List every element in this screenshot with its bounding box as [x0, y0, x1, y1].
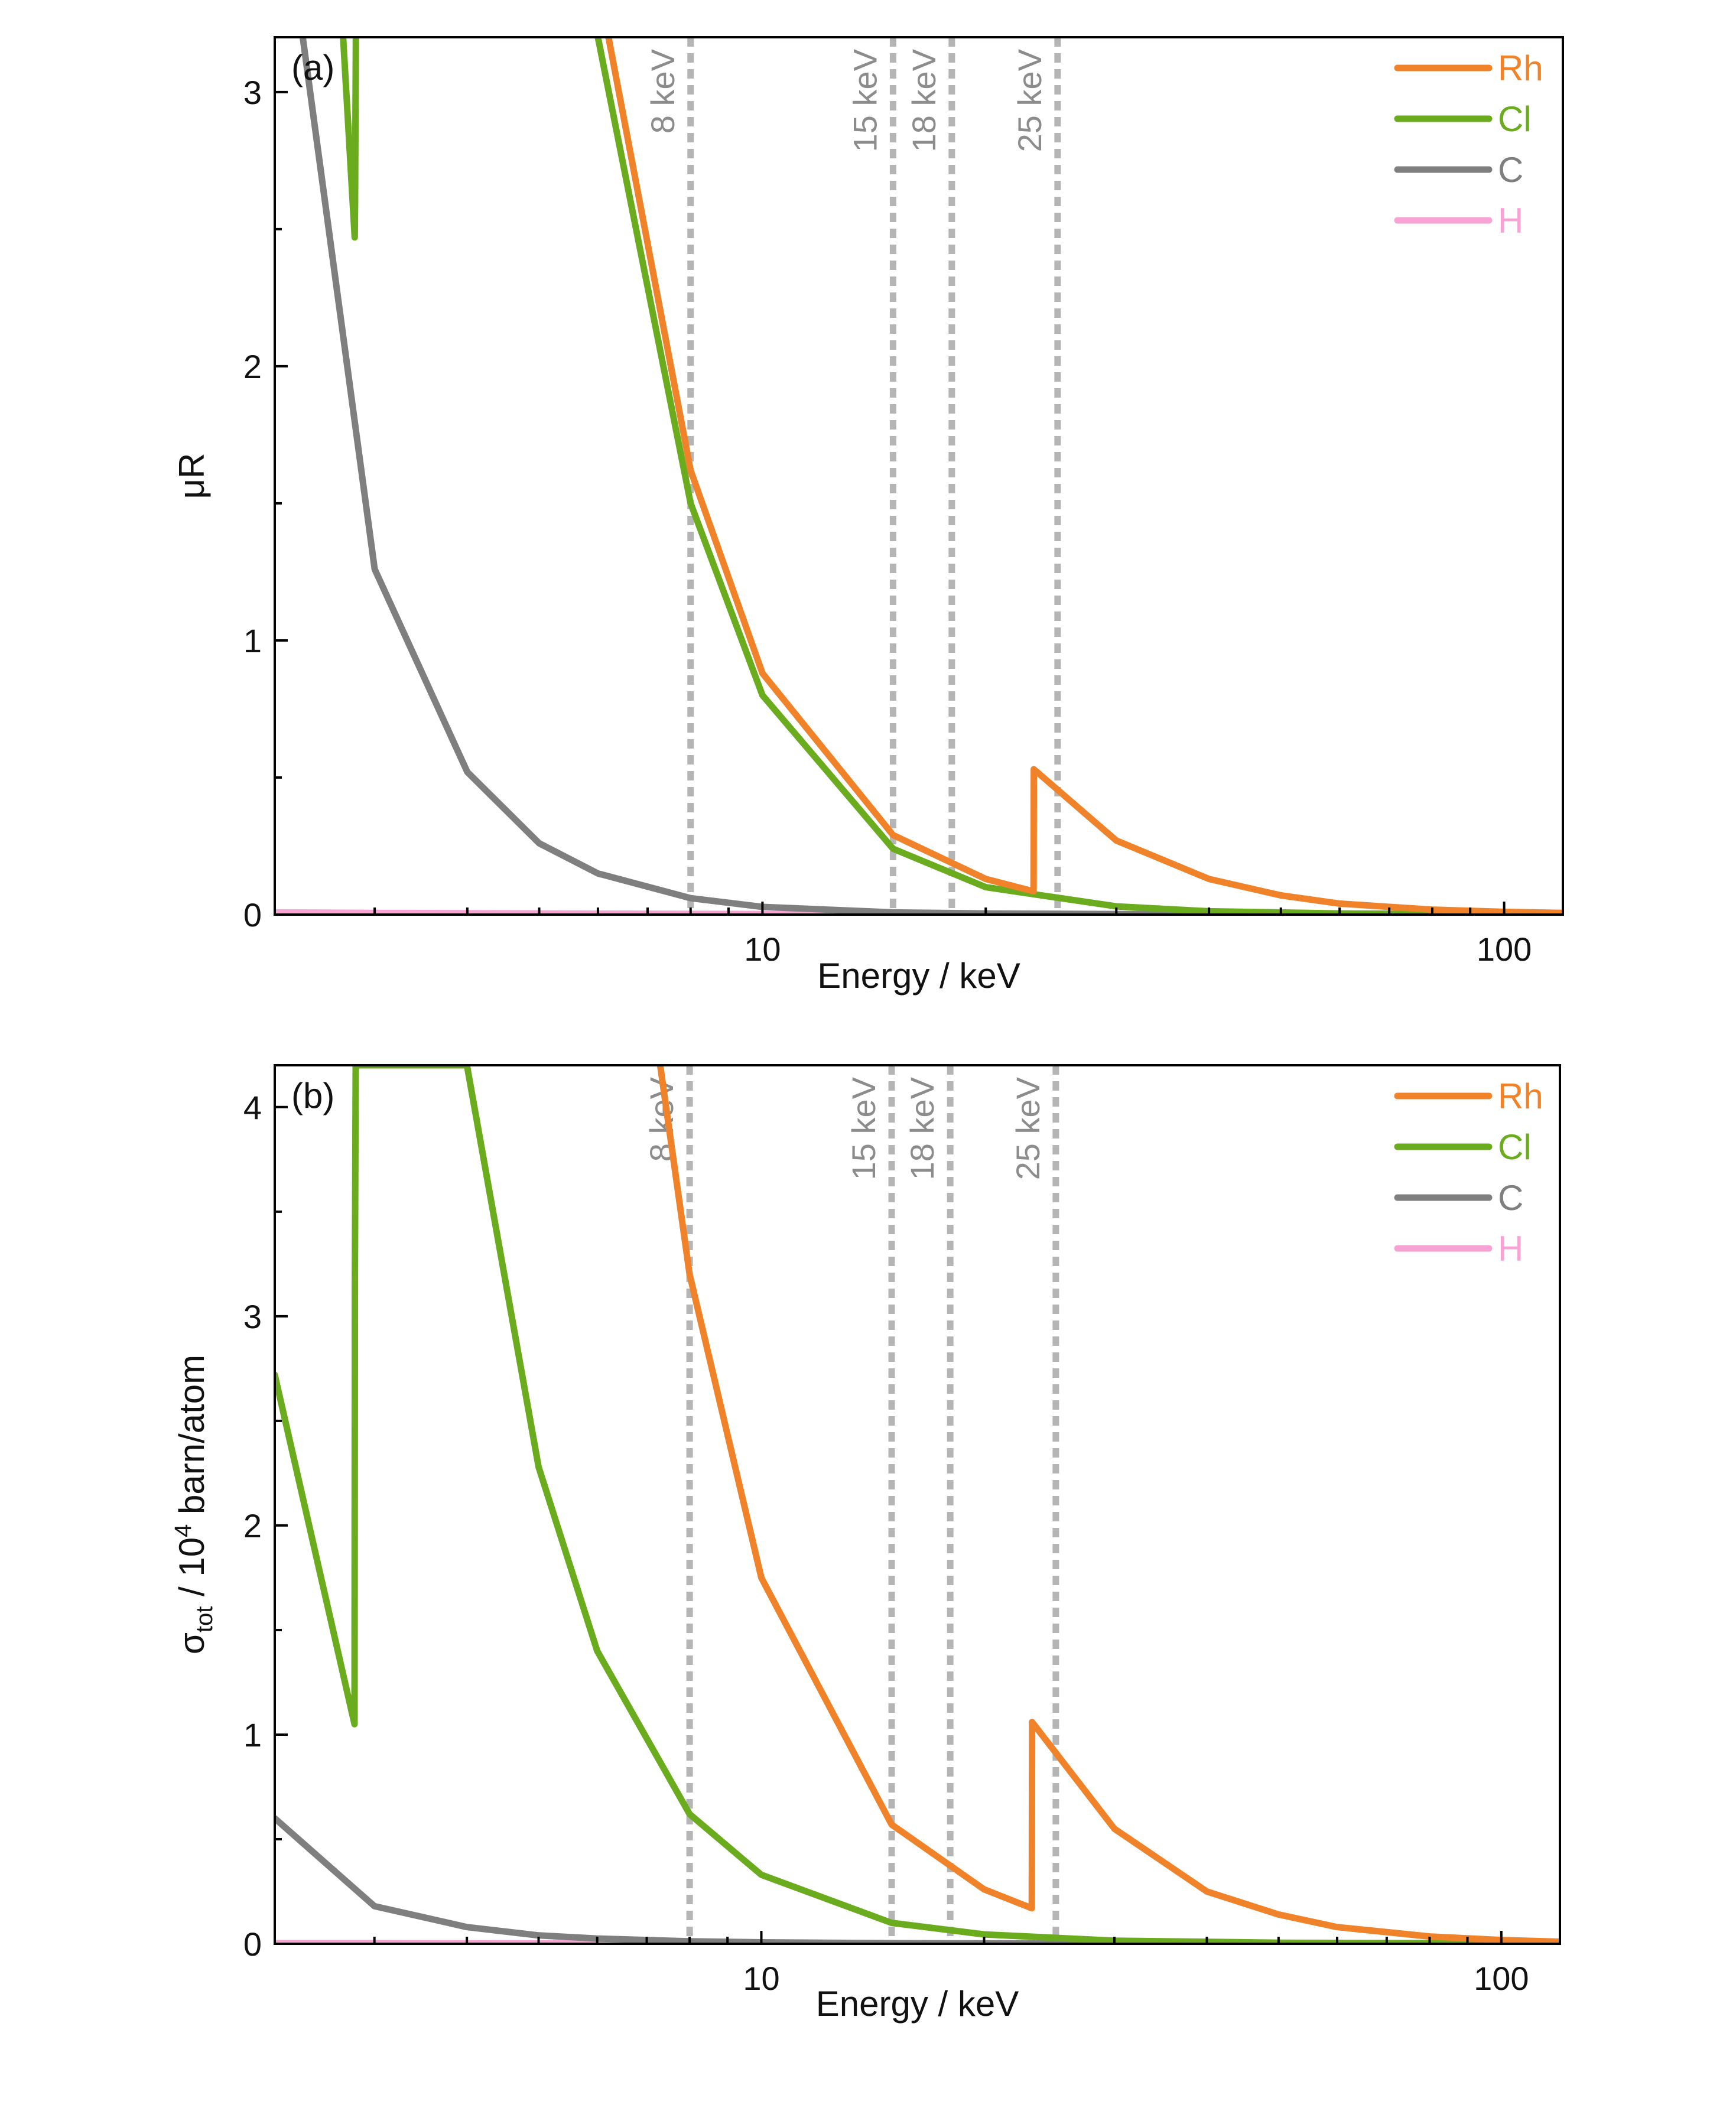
marker-label-8kev: 8 keV [644, 48, 681, 134]
x-tick-label: 100 [1477, 931, 1532, 968]
chart-panel-a: 8 keV 15 keV 18 keV 25 keV 0 1 2 3 10 100 Energy /… [172, 36, 1564, 996]
marker-label-25kev: 25 keV [1009, 1076, 1046, 1180]
series-line-cl [275, 1065, 1560, 1944]
marker-label-15kev: 15 keV [845, 1076, 882, 1180]
y-tick-label: 2 [243, 1507, 262, 1544]
marker-label-18kev: 18 keV [905, 48, 942, 152]
y-tick-label: 2 [243, 348, 262, 385]
legend-label-c: C [1498, 1178, 1523, 1218]
y-axis-label: μR [172, 453, 212, 499]
legend-label-h: H [1498, 1229, 1523, 1268]
marker-label-15kev: 15 keV [846, 48, 883, 152]
series-line-rh [656, 1065, 1560, 1944]
y-tick-label: 1 [243, 1716, 262, 1754]
plot-frame [274, 1064, 1561, 1945]
y-tick-label: 1 [243, 622, 262, 659]
series-line-c [299, 37, 1563, 915]
series-line-rh [605, 37, 1563, 915]
y-axis-label: σtot / 104 barn/atom [170, 1355, 217, 1654]
y-tick-label: 3 [243, 74, 262, 111]
marker-label-25kev: 25 keV [1011, 48, 1048, 152]
series-group [275, 37, 1563, 915]
marker-label-18kev: 18 keV [903, 1076, 941, 1180]
y-tick-label: 0 [243, 896, 262, 933]
x-tick-label: 10 [743, 1960, 779, 1997]
x-tick-label: 100 [1474, 1960, 1529, 1997]
x-axis-label: Energy / keV [817, 956, 1020, 996]
legend-label-rh: Rh [1498, 48, 1543, 88]
legend-label-rh: Rh [1498, 1076, 1543, 1116]
legend: Rh Cl CH [1394, 1076, 1543, 1268]
legend-label-cl: Cl [1498, 1127, 1532, 1167]
x-axis-label: Energy / keV [816, 1984, 1019, 2024]
series-line-cl-edge [340, 37, 359, 241]
series-group [275, 1065, 1560, 1944]
y-tick-label: 4 [243, 1089, 262, 1126]
legend-label-cl: Cl [1498, 99, 1532, 139]
x-tick-label: 10 [744, 931, 781, 968]
legend-label-h: H [1498, 201, 1523, 240]
y-tick-label: 3 [243, 1298, 262, 1335]
panel-label: (b) [291, 1076, 334, 1115]
y-tick-label: 0 [243, 1925, 262, 1963]
legend-label-c: C [1498, 150, 1523, 190]
legend: Rh Cl CH [1394, 48, 1543, 240]
plot-frame [274, 36, 1564, 916]
panel-label: (a) [291, 48, 334, 87]
